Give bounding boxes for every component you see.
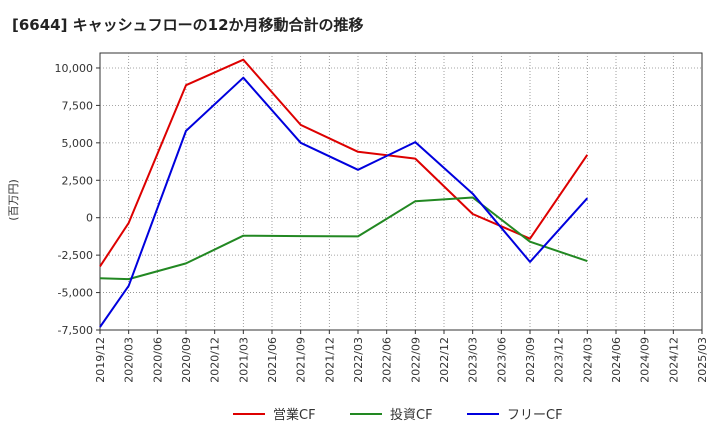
x-tick-label: 2022/09 [409,337,422,383]
x-tick-label: 2023/12 [553,337,566,383]
series-lines [99,58,589,328]
x-tick-label: 2023/09 [524,337,537,383]
x-tick-label: 2021/12 [323,337,336,383]
x-tick-label: 2023/03 [467,337,480,383]
legend-label: 投資CF [390,407,433,423]
x-tick-label: 2024/12 [667,337,680,383]
legend-label: 営業CF [273,407,316,423]
legend: 営業CF 投資CF フリーCF [233,407,563,423]
x-tick-label: 2023/06 [495,337,508,383]
y-tick-label: -5,000 [58,287,93,300]
x-tick-label: 2021/06 [266,337,279,383]
x-tick-label: 2020/06 [151,337,164,383]
series-line [99,196,588,281]
y-tick-label: 2,500 [62,174,94,187]
y-tick-label: 10,000 [55,62,94,75]
y-tick-label: 7,500 [62,99,94,112]
x-tick-label: 2022/12 [438,337,451,383]
x-tick-label: 2020/09 [180,337,193,383]
x-tick-label: 2024/06 [610,337,623,383]
y-tick-label: -2,500 [58,249,93,262]
x-tick-label: 2024/03 [581,337,594,383]
x-tick-label: 2020/12 [209,337,222,383]
x-tick-label: 2022/03 [352,337,365,383]
x-tick-label: 2022/06 [381,337,394,383]
y-tick-label: 5,000 [62,137,94,150]
y-axis-ticks: 10,000 7,500 5,000 2,500 0 -2,500 -5,000 -7,500 [55,62,100,337]
series-line [99,76,589,328]
x-tick-label: 2021/09 [295,337,308,383]
x-tick-label: 2021/03 [237,337,250,383]
x-tick-label: 2019/12 [94,337,107,383]
grid-lines [100,53,702,330]
x-tick-label: 2025/03 [696,337,709,383]
y-axis-label: (百万円) [7,179,20,221]
x-axis-ticks: 2019/12 2020/03 2020/06 2020/09 2020/12 2021/… [94,330,709,383]
y-tick-label: -7,500 [58,324,93,337]
x-tick-label: 2024/09 [639,337,652,383]
y-tick-label: 0 [86,212,93,225]
legend-label: フリーCF [507,408,563,423]
x-tick-label: 2020/03 [123,337,136,383]
plot-area [99,52,703,331]
chart-title: [6644] キャッシュフローの12か月移動合計の推移 [12,16,364,34]
